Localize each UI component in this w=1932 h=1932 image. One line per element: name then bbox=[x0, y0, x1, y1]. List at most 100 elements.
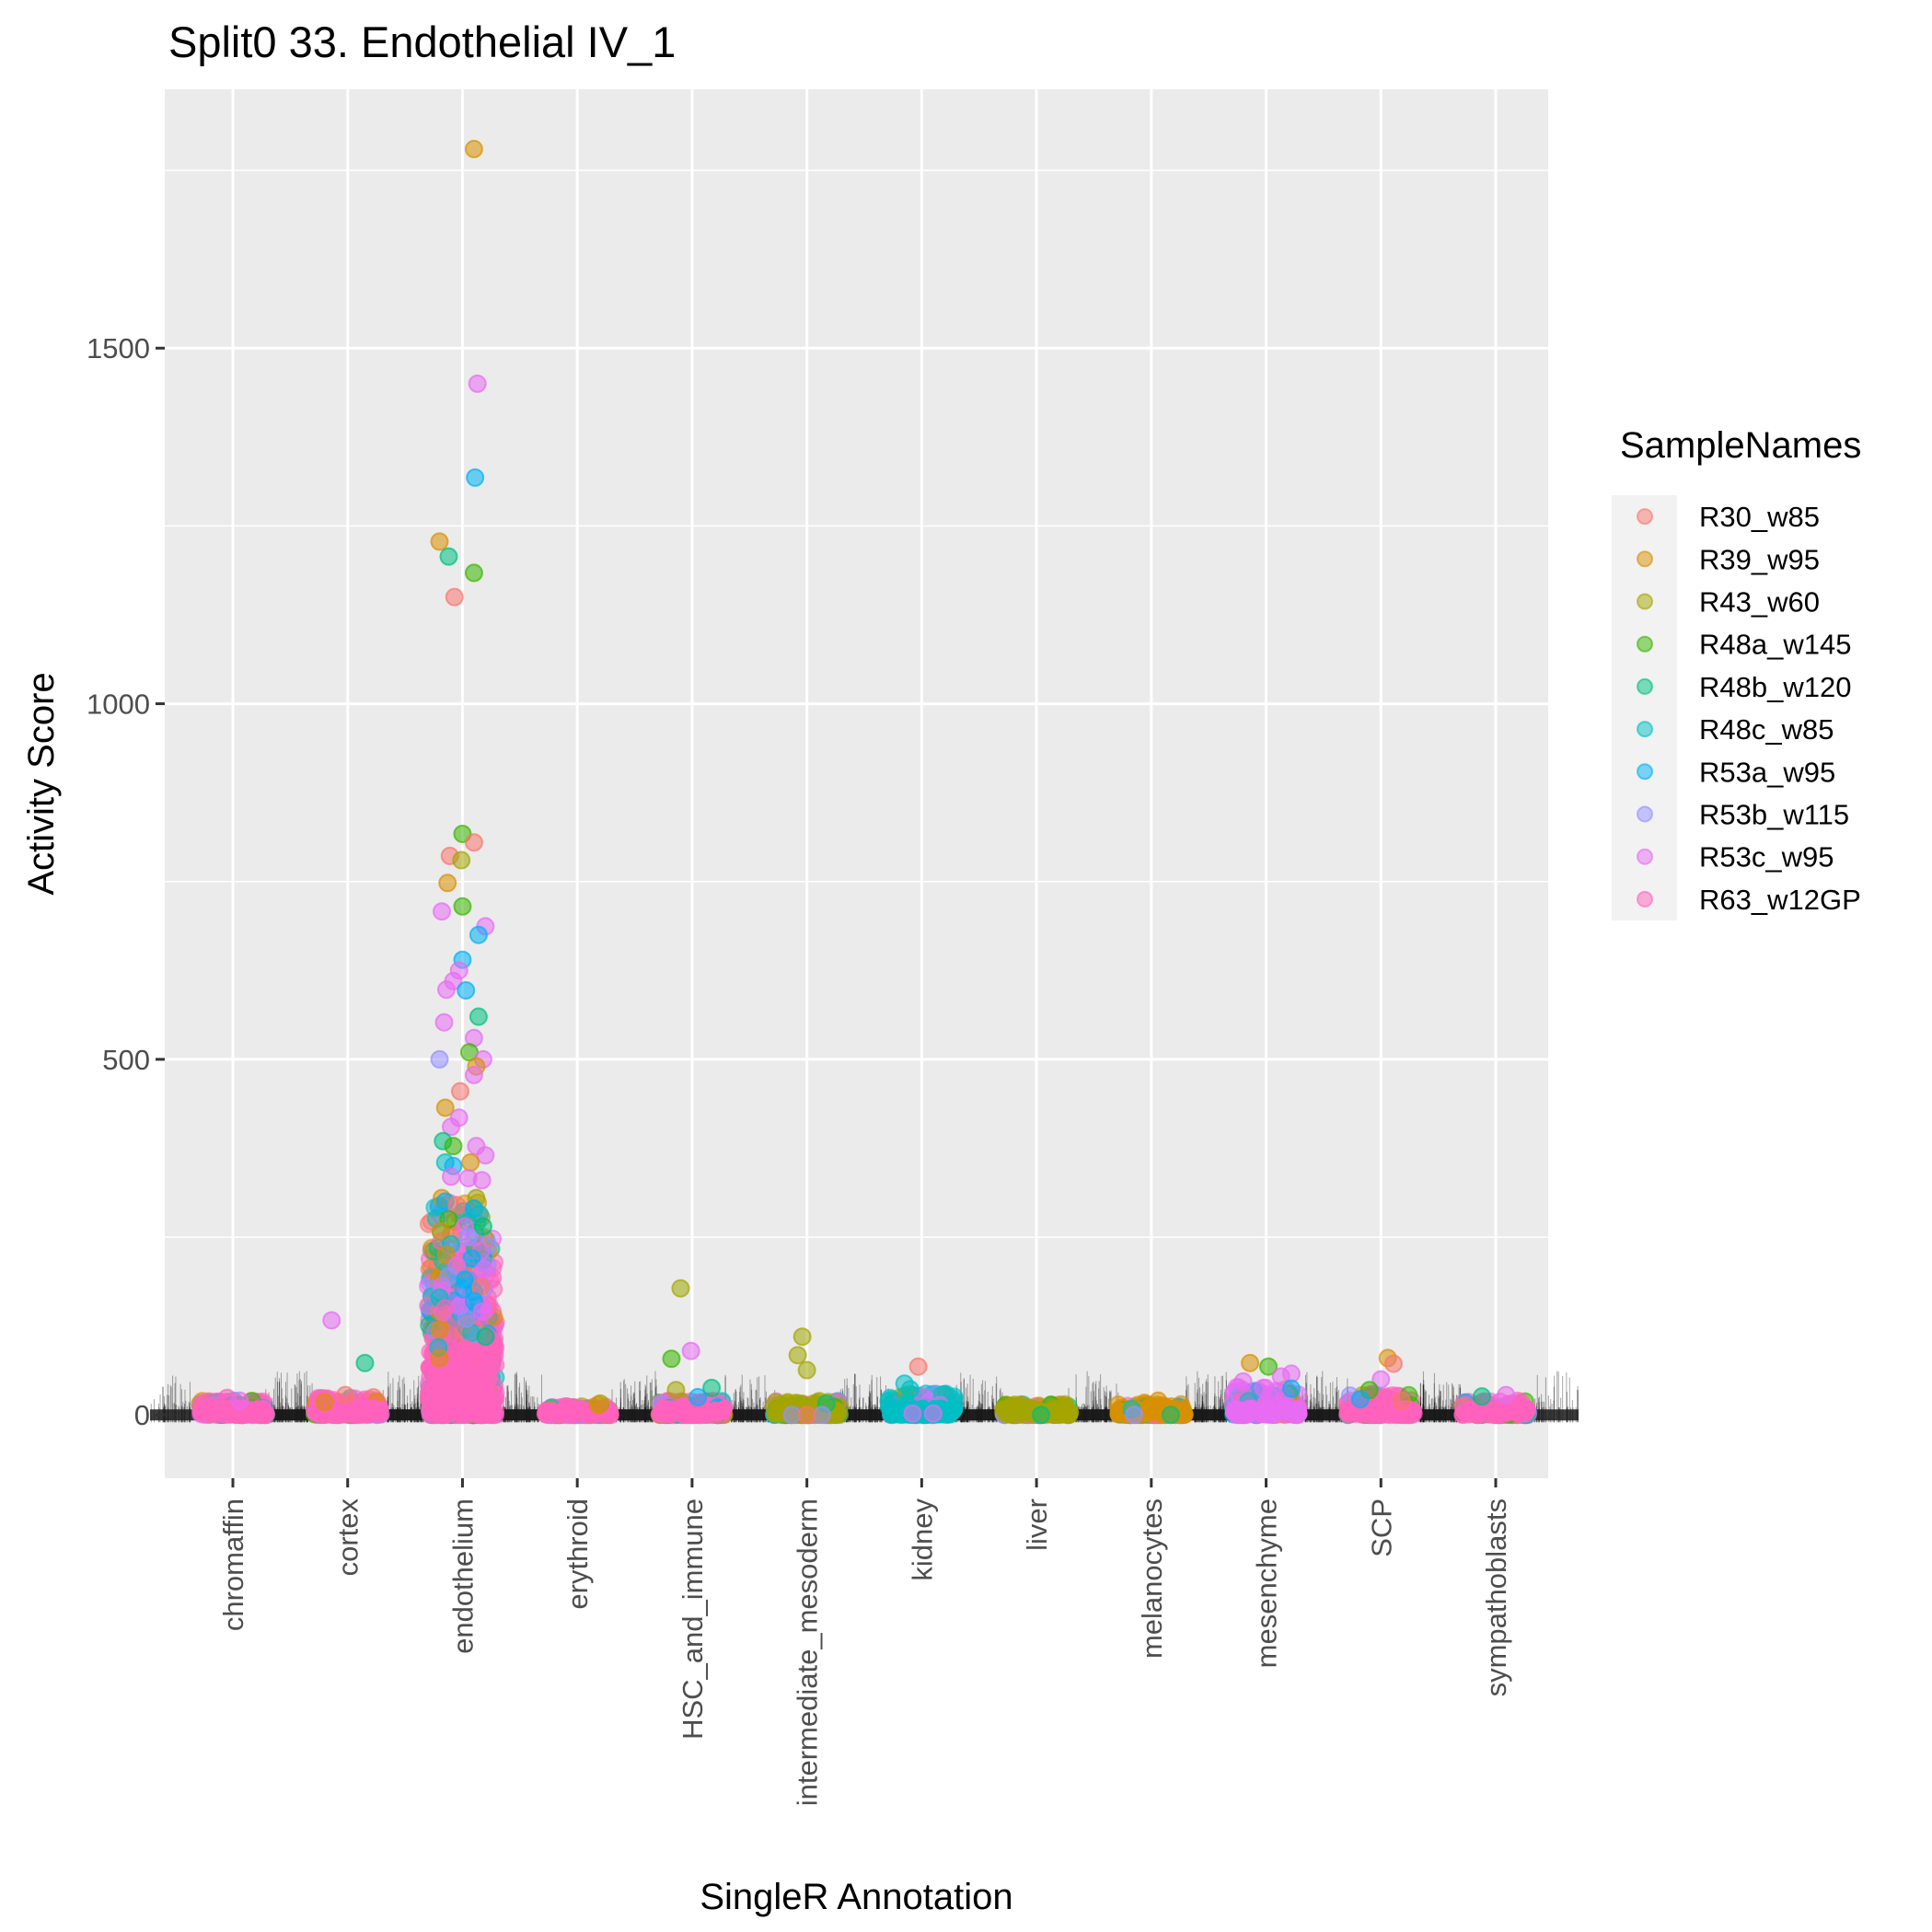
x-tick-label: melanocytes bbox=[1136, 1498, 1168, 1659]
data-point bbox=[464, 139, 483, 158]
data-point bbox=[435, 1299, 455, 1318]
data-point bbox=[336, 1385, 355, 1405]
data-point bbox=[434, 1012, 454, 1032]
data-point bbox=[681, 1341, 700, 1360]
data-point bbox=[430, 1320, 449, 1339]
data-point bbox=[1271, 1367, 1290, 1386]
data-point bbox=[436, 1383, 456, 1403]
data-point bbox=[355, 1353, 375, 1372]
data-point bbox=[322, 1311, 341, 1330]
x-tick-label: HSC_and_immune bbox=[677, 1498, 709, 1740]
y-tick-label: 0 bbox=[134, 1399, 150, 1431]
data-point bbox=[792, 1327, 812, 1347]
data-point bbox=[461, 1152, 480, 1172]
data-point bbox=[472, 1171, 492, 1190]
x-tick-label: SCP bbox=[1365, 1498, 1397, 1557]
legend-key-icon bbox=[1637, 890, 1653, 908]
y-tick-label: 500 bbox=[102, 1044, 150, 1076]
data-point bbox=[450, 1082, 469, 1101]
x-tick-label: kidney bbox=[906, 1498, 938, 1581]
legend-label: R53a_w95 bbox=[1699, 756, 1835, 788]
x-tick-label: endothelium bbox=[446, 1498, 479, 1654]
data-point bbox=[1513, 1405, 1531, 1422]
data-point bbox=[1497, 1385, 1516, 1405]
legend-label: R63_w12GP bbox=[1699, 884, 1861, 916]
data-point bbox=[1473, 1387, 1492, 1406]
data-point bbox=[462, 1249, 481, 1268]
data-point bbox=[433, 902, 452, 921]
legend-label: R30_w85 bbox=[1699, 501, 1820, 533]
data-point bbox=[702, 1378, 722, 1397]
legend-key-icon bbox=[1637, 508, 1653, 526]
chart-title: Split0 33. Endothelial IV_1 bbox=[168, 17, 676, 66]
data-point bbox=[481, 1406, 499, 1423]
data-point bbox=[480, 1389, 499, 1408]
data-point bbox=[1498, 1405, 1515, 1422]
data-point bbox=[441, 1167, 460, 1186]
data-point bbox=[230, 1391, 249, 1410]
data-point bbox=[469, 1406, 486, 1424]
data-point bbox=[464, 563, 483, 583]
data-point bbox=[315, 1393, 334, 1412]
data-point bbox=[473, 1217, 492, 1236]
y-axis: 0 500 1000 1500 bbox=[87, 332, 165, 1431]
data-point bbox=[1281, 1403, 1299, 1420]
data-point bbox=[1373, 1400, 1391, 1417]
data-point bbox=[435, 1098, 455, 1117]
legend-key-icon bbox=[1637, 805, 1653, 823]
data-point bbox=[1125, 1406, 1144, 1425]
legend-key-icon bbox=[1637, 635, 1653, 653]
x-axis: chromaffin cortex endothelium erythroid HSC_… bbox=[217, 1478, 1512, 1806]
data-point bbox=[883, 1401, 900, 1418]
data-point bbox=[431, 1221, 450, 1241]
data-point bbox=[458, 1228, 478, 1247]
data-point bbox=[453, 897, 472, 916]
data-point bbox=[1392, 1391, 1411, 1410]
data-point bbox=[464, 1366, 483, 1385]
legend-label: R43_w60 bbox=[1699, 586, 1820, 619]
data-point bbox=[1259, 1357, 1278, 1376]
data-point bbox=[457, 1309, 476, 1328]
x-tick-label: mesenchyme bbox=[1251, 1498, 1283, 1668]
data-point bbox=[1281, 1379, 1301, 1398]
legend-title: SampleNames bbox=[1620, 425, 1861, 466]
data-point bbox=[475, 1259, 494, 1278]
data-point bbox=[923, 1404, 943, 1423]
legend-key-icon bbox=[1637, 550, 1653, 568]
data-point bbox=[436, 980, 456, 1000]
data-point bbox=[900, 1380, 920, 1399]
data-point bbox=[908, 1357, 928, 1376]
data-point bbox=[464, 833, 483, 852]
y-tick-label: 1500 bbox=[87, 332, 150, 364]
x-tick-label: intermediate_mesoderm bbox=[792, 1498, 824, 1806]
legend-label: R48c_w85 bbox=[1699, 713, 1834, 746]
data-point bbox=[469, 925, 488, 944]
data-point bbox=[1350, 1390, 1370, 1409]
data-point bbox=[1383, 1354, 1403, 1373]
y-axis-title: Activity Score bbox=[21, 672, 62, 895]
data-point bbox=[441, 1117, 460, 1137]
major-gridlines bbox=[165, 89, 1548, 1478]
data-point bbox=[588, 1395, 607, 1415]
data-point bbox=[430, 1348, 449, 1368]
x-tick-label: cortex bbox=[332, 1498, 364, 1577]
data-point bbox=[430, 532, 449, 551]
x-tick-label: erythroid bbox=[561, 1498, 594, 1610]
data-point bbox=[1241, 1353, 1260, 1372]
data-point bbox=[538, 1406, 555, 1423]
data-point bbox=[469, 1007, 488, 1026]
x-tick-label: chromaffin bbox=[217, 1498, 249, 1631]
data-point bbox=[688, 1387, 708, 1406]
data-point bbox=[1060, 1402, 1078, 1419]
x-axis-title: SingleR Annotation bbox=[700, 1877, 1012, 1917]
data-point bbox=[1244, 1406, 1261, 1423]
data-point bbox=[671, 1278, 690, 1298]
x-tick-label: liver bbox=[1021, 1498, 1053, 1551]
legend-key-icon bbox=[1637, 721, 1653, 738]
data-point bbox=[707, 1405, 724, 1422]
data-point bbox=[568, 1402, 585, 1419]
y-tick-label: 1000 bbox=[87, 688, 150, 721]
legend-label: R53c_w95 bbox=[1699, 841, 1834, 873]
data-point bbox=[788, 1346, 807, 1365]
data-point bbox=[457, 980, 476, 1000]
